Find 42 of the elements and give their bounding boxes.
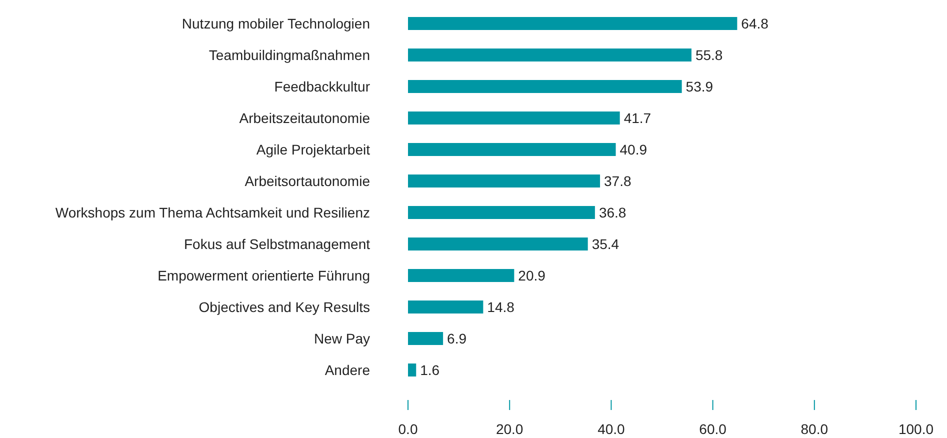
- y-tick-label: Arbeitsortautonomie: [244, 173, 370, 190]
- data-label: 20.9: [518, 267, 546, 284]
- y-tick-label: Andere: [324, 362, 370, 378]
- data-label: 53.9: [686, 78, 714, 94]
- data-label: 41.7: [624, 110, 652, 126]
- data-label: 36.8: [598, 204, 626, 220]
- y-tick-label: Workshops zum Thema Achtsamkeit und Resilienz: [55, 204, 370, 221]
- bar: [408, 80, 682, 93]
- data-label: 35.4: [592, 236, 620, 252]
- y-tick-label: Empowerment orientierte Führung: [158, 268, 370, 284]
- x-tick-label: 60.0: [699, 421, 727, 437]
- y-tick-label: Nutzung mobiler Technologien: [182, 16, 370, 32]
- x-tick-label: 0.0: [398, 421, 418, 437]
- bar: [408, 174, 600, 188]
- bar: [408, 17, 738, 30]
- y-tick-label: New Pay: [314, 330, 370, 347]
- bar: [408, 300, 484, 314]
- data-label: 55.8: [695, 46, 723, 63]
- data-label: 37.8: [604, 172, 632, 189]
- bar: [408, 112, 620, 124]
- y-tick-label: Arbeitszeitautonomie: [239, 110, 370, 126]
- data-label: 64.8: [741, 15, 769, 32]
- y-tick-label: Teambuildingmaßnahmen: [208, 47, 370, 64]
- bar: [408, 364, 416, 376]
- y-tick-label: Feedbackkultur: [274, 78, 370, 95]
- y-tick-label: Agile Projektarbeit: [256, 142, 370, 158]
- data-label: 40.9: [620, 141, 648, 158]
- data-label: 6.9: [447, 330, 467, 346]
- bar: [408, 48, 692, 62]
- y-tick-label: Objectives and Key Results: [198, 299, 370, 316]
- bar: [408, 143, 616, 156]
- data-label: 14.8: [487, 298, 515, 315]
- x-tick-label: 20.0: [496, 421, 524, 437]
- bar: [408, 269, 514, 282]
- data-label: 1.6: [420, 362, 440, 378]
- bar: [408, 332, 444, 345]
- x-tick-label: 40.0: [598, 421, 626, 437]
- bar: [408, 206, 595, 219]
- x-tick-label: 80.0: [800, 421, 828, 437]
- bar: [408, 238, 588, 250]
- y-tick-label: Fokus auf Selbstmanagement: [184, 236, 370, 252]
- x-tick-label: 100.0: [898, 421, 934, 437]
